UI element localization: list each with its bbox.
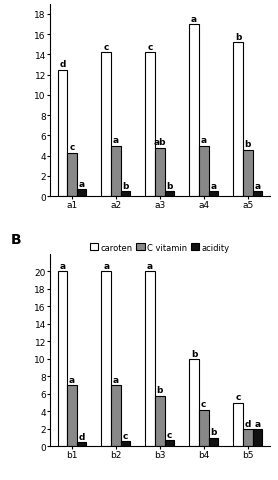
Bar — [101, 272, 111, 446]
Text: b: b — [166, 181, 173, 190]
Text: a: a — [191, 14, 197, 24]
Bar — [67, 385, 77, 446]
Bar — [101, 53, 111, 197]
Text: b: b — [210, 427, 217, 436]
Bar — [243, 429, 252, 446]
Text: b: b — [157, 385, 163, 395]
Bar — [189, 359, 199, 446]
Bar — [111, 385, 121, 446]
Text: b: b — [235, 33, 241, 42]
Bar — [145, 53, 155, 197]
Bar — [199, 146, 208, 197]
Bar — [77, 190, 86, 197]
Bar — [208, 438, 218, 446]
Text: a: a — [210, 181, 217, 190]
Text: d: d — [78, 432, 85, 441]
Bar — [208, 192, 218, 197]
Text: b: b — [191, 349, 197, 358]
Bar — [58, 71, 67, 197]
Bar — [67, 153, 77, 197]
Bar — [121, 441, 130, 446]
Text: a: a — [69, 375, 75, 384]
Text: c: c — [235, 393, 241, 401]
Bar — [155, 148, 165, 197]
Text: a: a — [254, 181, 260, 190]
Text: a: a — [254, 419, 260, 428]
Text: c: c — [69, 143, 75, 152]
Bar — [77, 442, 86, 446]
Text: ab: ab — [154, 138, 166, 147]
Legend: caroten, C vitamin, acidity: caroten, C vitamin, acidity — [90, 243, 230, 252]
Bar — [165, 440, 174, 446]
Text: b: b — [245, 140, 251, 149]
Text: a: a — [147, 262, 153, 271]
Bar — [189, 25, 199, 197]
Bar — [111, 146, 121, 197]
Text: c: c — [148, 43, 153, 52]
Bar — [252, 429, 262, 446]
Bar — [252, 192, 262, 197]
Bar — [243, 150, 252, 197]
Text: c: c — [167, 430, 172, 439]
Text: c: c — [104, 43, 109, 52]
Text: a: a — [201, 136, 207, 145]
Bar — [165, 192, 174, 197]
Bar — [233, 43, 243, 197]
Bar — [233, 403, 243, 446]
Text: a: a — [59, 262, 65, 271]
Text: d: d — [245, 419, 251, 428]
Text: a: a — [103, 262, 109, 271]
Text: B: B — [11, 233, 21, 247]
Text: a: a — [113, 136, 119, 145]
Text: d: d — [59, 60, 66, 69]
Bar — [145, 272, 155, 446]
Bar — [199, 410, 208, 446]
Text: c: c — [201, 399, 207, 408]
Text: c: c — [123, 431, 128, 440]
Bar — [58, 272, 67, 446]
Bar — [121, 192, 130, 197]
Bar — [155, 396, 165, 446]
Text: a: a — [113, 375, 119, 384]
Text: a: a — [79, 179, 85, 188]
Text: b: b — [122, 181, 129, 190]
